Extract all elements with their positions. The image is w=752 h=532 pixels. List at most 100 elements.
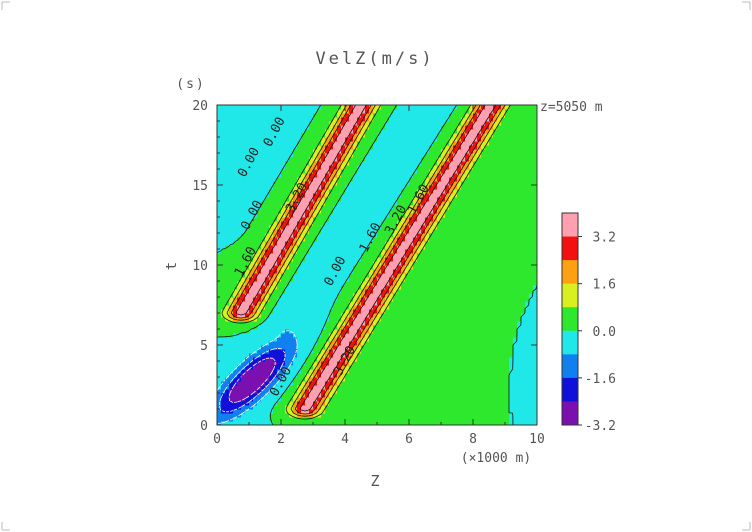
heatmap-cell (397, 205, 402, 210)
heatmap-cell (509, 413, 514, 418)
heatmap-cell (225, 357, 230, 362)
heatmap-cell (309, 313, 314, 318)
heatmap-cell (273, 237, 278, 242)
heatmap-cell (505, 417, 510, 422)
heatmap-cell (229, 281, 234, 286)
heatmap-cell (253, 297, 258, 302)
heatmap-cell (337, 189, 342, 194)
heatmap-cell (529, 405, 534, 410)
heatmap-cell (265, 361, 270, 366)
heatmap-cell (241, 341, 246, 346)
heatmap-cell (433, 181, 438, 186)
heatmap-cell (357, 417, 362, 422)
heatmap-cell (257, 325, 262, 330)
heatmap-cell (513, 201, 518, 206)
heatmap-cell (357, 253, 362, 258)
heatmap-cell (257, 273, 262, 278)
heatmap-cell (341, 245, 346, 250)
heatmap-cell (285, 261, 290, 266)
heatmap-cell (225, 361, 230, 366)
heatmap-cell (297, 409, 302, 414)
heatmap-cell (481, 225, 486, 230)
heatmap-cell (421, 373, 426, 378)
heatmap-cell (389, 409, 394, 414)
heatmap-cell (341, 285, 346, 290)
heatmap-cell (449, 237, 454, 242)
heatmap-cell (377, 321, 382, 326)
heatmap-cell (357, 313, 362, 318)
heatmap-cell (481, 293, 486, 298)
heatmap-cell (437, 249, 442, 254)
heatmap-cell (465, 377, 470, 382)
heatmap-cell (349, 197, 354, 202)
heatmap-cell (417, 321, 422, 326)
heatmap-cell (385, 269, 390, 274)
heatmap-cell (521, 333, 526, 338)
heatmap-cell (369, 321, 374, 326)
heatmap-cell (333, 233, 338, 238)
heatmap-cell (437, 189, 442, 194)
heatmap-cell (237, 257, 242, 262)
heatmap-cell (533, 401, 538, 406)
heatmap-cell (413, 397, 418, 402)
heatmap-cell (233, 177, 238, 182)
heatmap-cell (225, 257, 230, 262)
heatmap-cell (245, 325, 250, 330)
heatmap-cell (441, 317, 446, 322)
heatmap-cell (393, 397, 398, 402)
heatmap-cell (369, 209, 374, 214)
heatmap-cell (353, 285, 358, 290)
heatmap-cell (225, 173, 230, 178)
heatmap-cell (453, 289, 458, 294)
heatmap-cell (289, 321, 294, 326)
heatmap-cell (353, 273, 358, 278)
heatmap-cell (369, 345, 374, 350)
heatmap-cell (505, 389, 510, 394)
heatmap-cell (305, 385, 310, 390)
heatmap-cell (453, 385, 458, 390)
heatmap-cell (313, 337, 318, 342)
heatmap-cell (433, 333, 438, 338)
heatmap-cell (241, 305, 246, 310)
heatmap-cell (501, 321, 506, 326)
heatmap-cell (337, 409, 342, 414)
heatmap-cell (433, 377, 438, 382)
heatmap-cell (269, 201, 274, 206)
heatmap-cell (285, 377, 290, 382)
heatmap-cell (517, 353, 522, 358)
heatmap-cell (529, 413, 534, 418)
heatmap-cell (301, 321, 306, 326)
heatmap-cell (317, 401, 322, 406)
heatmap-cell (505, 237, 510, 242)
heatmap-cell (285, 293, 290, 298)
heatmap-cell (465, 197, 470, 202)
heatmap-cell (521, 317, 526, 322)
heatmap-cell (425, 393, 430, 398)
heatmap-cell (381, 341, 386, 346)
heatmap-cell (229, 393, 234, 398)
heatmap-cell (369, 309, 374, 314)
y-axis-unit: (s) (176, 77, 205, 92)
heatmap-cell (333, 205, 338, 210)
heatmap-cell (445, 365, 450, 370)
heatmap-cell (525, 249, 530, 254)
heatmap-cell (469, 349, 474, 354)
heatmap-cell (525, 421, 530, 426)
heatmap-cell (393, 281, 398, 286)
heatmap-cell (521, 225, 526, 230)
heatmap-cell (229, 261, 234, 266)
heatmap-cell (457, 317, 462, 322)
heatmap-cell (393, 229, 398, 234)
heatmap-cell (489, 377, 494, 382)
heatmap-cell (277, 321, 282, 326)
heatmap-cell (313, 397, 318, 402)
heatmap-cell (469, 341, 474, 346)
heatmap-cell (469, 289, 474, 294)
heatmap-cell (249, 205, 254, 210)
heatmap-cell (277, 357, 282, 362)
heatmap-cell (489, 417, 494, 422)
heatmap-cell (297, 285, 302, 290)
heatmap-cell (361, 369, 366, 374)
heatmap-cell (253, 417, 258, 422)
heatmap-cell (505, 201, 510, 206)
